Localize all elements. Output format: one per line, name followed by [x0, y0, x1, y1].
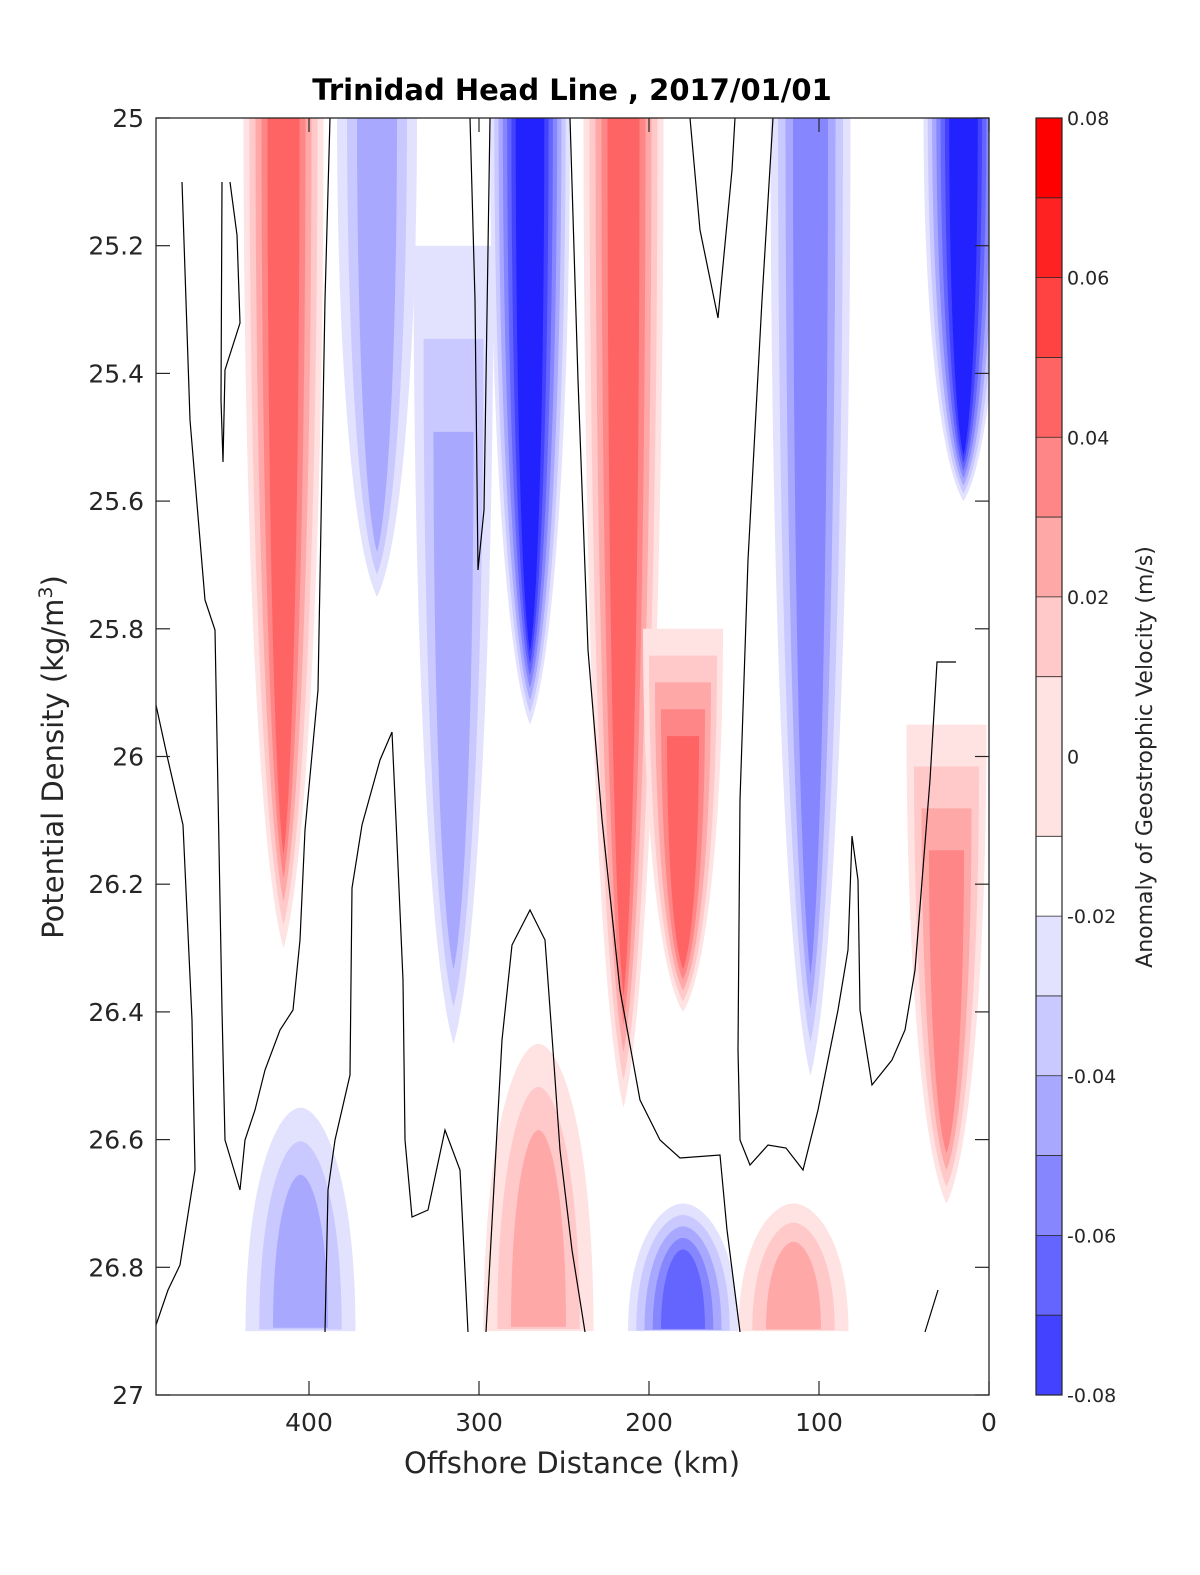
zero-contour-line	[181, 181, 241, 1191]
y-tick-label: 25.4	[88, 359, 144, 388]
colorbar-tick-label: -0.02	[1067, 906, 1116, 928]
contour-fill-negative-3-level-7	[515, 118, 545, 652]
contour-fill-positive-10-level-3	[511, 1130, 566, 1327]
zero-contour-line	[924, 1289, 939, 1333]
y-tick-label: 26	[112, 743, 144, 772]
zero-contour-line	[239, 118, 331, 1191]
x-tick-label: 200	[625, 1408, 673, 1437]
y-axis-label-superscript: 3	[35, 586, 57, 598]
contour-fill-negative-1-level-3	[357, 118, 397, 553]
contour-fill-positive-0-level-5	[267, 118, 300, 856]
y-axis-label-tail: )	[36, 575, 70, 586]
y-axis-ticks: 25 25.2 25.4 25.6 25.8 26 26.2 26.4 26.6 26.8 27	[88, 104, 989, 1410]
y-axis-label: Potential Density (kg/m3)	[35, 575, 70, 939]
contour-fill-negative-12-level-3	[273, 1174, 328, 1328]
zero-contour-line	[485, 908, 586, 1333]
zero-contour-line	[469, 118, 491, 571]
contour-fill-positive-5-level-5	[667, 736, 699, 969]
y-tick-label: 26.6	[88, 1126, 144, 1155]
colorbar-tick-label: 0.08	[1067, 108, 1109, 130]
axes-frame: 400 300 200 100 0 25 25.2 25.4 25.6 25.8 26 26.2 26…	[88, 104, 997, 1437]
y-tick-label: 25.8	[88, 615, 144, 644]
y-tick-label: 25	[112, 104, 144, 133]
colorbar-block	[1036, 995, 1062, 1076]
contour-fill-positive-11-level-3	[766, 1241, 821, 1330]
velocity-field	[243, 118, 989, 1332]
colorbar-block	[1036, 277, 1062, 358]
colorbar-label: Anomaly of Geostrophic Velocity (m/s)	[1133, 546, 1158, 968]
y-tick-label: 26.8	[88, 1253, 144, 1282]
x-axis-label: Offshore Distance (km)	[404, 1446, 740, 1480]
colorbar-block	[1036, 836, 1062, 917]
colorbar-block	[1036, 916, 1062, 996]
y-tick-label: 26.4	[88, 998, 144, 1027]
x-tick-label: 0	[981, 1408, 997, 1437]
colorbar-block	[1036, 676, 1062, 837]
colorbar-block	[1036, 197, 1062, 278]
colorbar-tick-label: 0	[1067, 747, 1079, 769]
colorbar-tick-label: 0.02	[1067, 587, 1109, 609]
colorbar-block	[1036, 1075, 1062, 1156]
contour-fill-negative-2-level-3	[433, 431, 474, 970]
x-tick-label: 400	[285, 1408, 333, 1437]
zero-contour-line	[689, 118, 736, 319]
contour-fill-positive-4-level-5	[607, 118, 640, 997]
colorbar-tick-label: -0.04	[1067, 1066, 1116, 1088]
zero-contour-line	[569, 118, 741, 1333]
colorbar-block	[1036, 1315, 1062, 1395]
colorbar: 0.08 0.06 0.04 0.02 0 -0.02 -0.04 -0.06 -0.08	[1035, 108, 1116, 1407]
y-tick-label: 27	[112, 1381, 144, 1410]
zero-contour-line	[737, 118, 956, 1172]
colorbar-block	[1036, 1235, 1062, 1316]
colorbar-block	[1036, 1155, 1062, 1236]
colorbar-block	[1036, 596, 1062, 677]
zero-contour-line	[391, 731, 469, 1333]
colorbar-ticks: 0.08 0.06 0.04 0.02 0 -0.02 -0.04 -0.06 -0.08	[1067, 108, 1116, 1407]
y-tick-label: 25.2	[88, 232, 144, 261]
x-tick-label: 300	[455, 1408, 503, 1437]
colorbar-block	[1036, 517, 1062, 597]
zero-contour-lines	[156, 118, 956, 1333]
contour-fill-positive-8-level-4	[929, 850, 964, 1154]
zero-contour-line	[220, 181, 241, 463]
colorbar-block	[1036, 357, 1062, 438]
colorbar-tick-label: -0.08	[1067, 1385, 1116, 1407]
colorbar-block	[1036, 437, 1062, 518]
colorbar-tick-label: 0.04	[1067, 427, 1109, 449]
colorbar-blocks	[1036, 118, 1062, 1395]
contour-fill-negative-6-level-4	[793, 118, 828, 976]
zero-contour-line	[156, 704, 196, 1326]
y-tick-label: 26.2	[88, 870, 144, 899]
chart-title: Trinidad Head Line , 2017/01/01	[312, 73, 832, 107]
colorbar-tick-label: -0.06	[1067, 1225, 1116, 1247]
colorbar-block	[1036, 118, 1062, 198]
y-tick-label: 25.6	[88, 487, 144, 516]
zero-contour-line	[324, 731, 393, 1333]
x-tick-label: 100	[795, 1408, 843, 1437]
contour-fill-negative-9-level-5	[661, 1249, 705, 1329]
contour-fill-negative-7-level-7	[949, 118, 978, 456]
colorbar-tick-label: 0.06	[1067, 268, 1109, 290]
x-axis-ticks: 400 300 200 100 0	[285, 118, 997, 1437]
